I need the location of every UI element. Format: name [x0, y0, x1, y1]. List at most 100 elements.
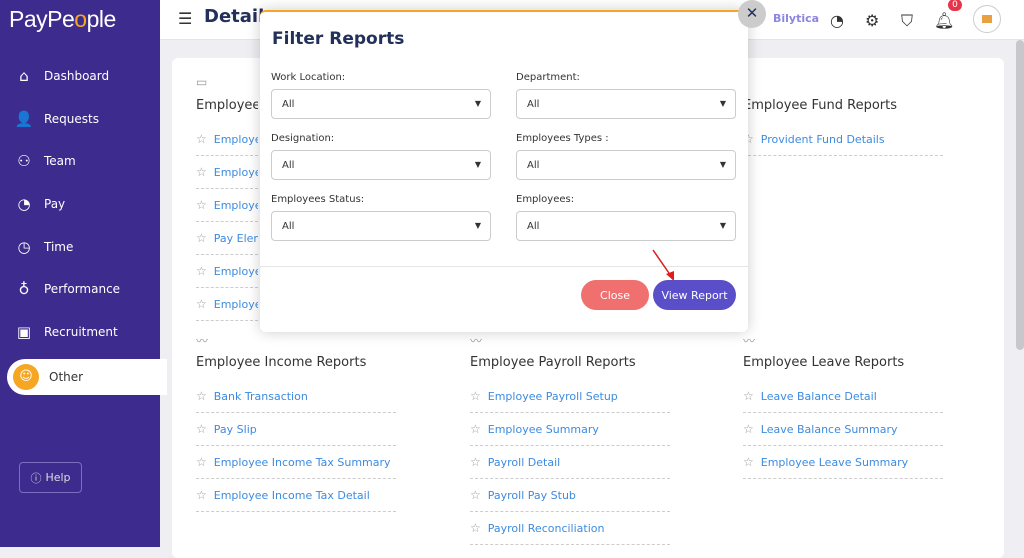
- star-icon[interactable]: ☆: [470, 521, 481, 535]
- report-link-label: Provident Fund Details: [760, 132, 885, 146]
- sidebar-item-performance[interactable]: ♁ Performance: [0, 271, 160, 307]
- section-title: Employee Leave Reports: [743, 355, 905, 370]
- report-link[interactable]: ☆ Employee: [196, 255, 258, 288]
- sidebar-item-team[interactable]: ⚇ Team: [0, 143, 160, 179]
- report-link-label: Payroll Detail: [487, 455, 561, 469]
- section-title: Employee Income Reports: [196, 355, 367, 370]
- nav-label: Recruitment: [44, 325, 118, 339]
- page-title: Detail: [204, 6, 265, 27]
- notification-badge: 0: [948, 0, 962, 11]
- star-icon[interactable]: ☆: [196, 264, 207, 278]
- sidebar-item-pay[interactable]: ◔ Pay: [0, 186, 160, 222]
- question-icon: ⓘ: [30, 471, 42, 485]
- select-value: All: [282, 98, 295, 110]
- scrollbar[interactable]: [1016, 40, 1024, 350]
- report-link[interactable]: ☆ Payroll Pay Stub: [470, 479, 670, 512]
- sidebar-item-other[interactable]: ☺ Other: [7, 359, 167, 395]
- logo: PayPeople: [9, 6, 116, 32]
- report-link-label: Payroll Reconciliation: [487, 521, 605, 535]
- help-button[interactable]: ⓘ Help: [19, 462, 82, 493]
- report-link-label: Pay Elem: [213, 231, 258, 245]
- star-icon[interactable]: ☆: [196, 165, 207, 179]
- report-link[interactable]: ☆ Pay Elem: [196, 222, 258, 255]
- report-link[interactable]: ☆ Employee Summary: [470, 413, 670, 446]
- filter-select[interactable]: All ▼: [271, 211, 491, 241]
- sidebar-item-requests[interactable]: 👤 Requests: [0, 101, 160, 137]
- report-link-label: Employee: [213, 264, 258, 278]
- report-link[interactable]: ☆ Employee Income Tax Summary: [196, 446, 396, 479]
- nav-label: Performance: [44, 282, 121, 296]
- view-report-button[interactable]: View Report: [653, 280, 736, 310]
- divider: [260, 266, 748, 267]
- wallet-icon: ◔: [17, 195, 31, 213]
- field-label: Employees Status:: [271, 194, 365, 205]
- star-icon[interactable]: ☆: [743, 455, 754, 469]
- close-button[interactable]: Close: [581, 280, 649, 310]
- hamburger-menu-icon[interactable]: ☰: [178, 9, 193, 28]
- close-icon[interactable]: ✕: [738, 0, 766, 28]
- filter-select[interactable]: All ▼: [271, 150, 491, 180]
- report-link[interactable]: ☆ Employee: [196, 123, 258, 156]
- report-link[interactable]: ☆ Employee Payroll Setup: [470, 380, 670, 413]
- filter-reports-modal: Filter Reports Work Location: All ▼ Departm…: [260, 10, 748, 332]
- select-value: All: [282, 220, 295, 232]
- report-link-label: Employee: [213, 165, 258, 179]
- star-icon[interactable]: ☆: [196, 488, 207, 502]
- report-link[interactable]: ☆ Pay Slip: [196, 413, 396, 446]
- field-label: Work Location:: [271, 72, 346, 83]
- award-icon: ♁: [18, 280, 30, 298]
- pie-chart-icon[interactable]: ◔: [830, 11, 844, 30]
- filter-select[interactable]: All ▼: [271, 89, 491, 119]
- star-icon[interactable]: ☆: [470, 389, 481, 403]
- caret-down-icon: ▼: [474, 99, 481, 108]
- field-label: Employees:: [516, 194, 575, 205]
- sidebar-item-time[interactable]: ◷ Time: [0, 229, 160, 265]
- star-icon[interactable]: ☆: [196, 231, 207, 245]
- star-icon[interactable]: ☆: [470, 422, 481, 436]
- report-link-label: Payroll Pay Stub: [487, 488, 576, 502]
- report-link[interactable]: ☆ Employee Income Tax Detail: [196, 479, 396, 512]
- star-icon[interactable]: ☆: [196, 389, 207, 403]
- bilytica-link[interactable]: Bilytica: [773, 12, 820, 25]
- star-icon[interactable]: ☆: [743, 422, 754, 436]
- filter-select[interactable]: All ▼: [516, 150, 736, 180]
- star-icon[interactable]: ☆: [196, 297, 207, 311]
- sidebar-item-dashboard[interactable]: ⌂ Dashboard: [0, 58, 160, 94]
- clock-icon: ◷: [17, 238, 31, 256]
- star-icon[interactable]: ☆: [470, 455, 481, 469]
- gear-icon[interactable]: ⚙: [865, 11, 880, 30]
- report-link-label: Employee Leave Summary: [760, 455, 909, 469]
- star-icon[interactable]: ☆: [743, 389, 754, 403]
- star-icon[interactable]: ☆: [196, 132, 207, 146]
- filter-select[interactable]: All ▼: [516, 211, 736, 241]
- report-link[interactable]: ☆ Payroll Detail: [470, 446, 670, 479]
- star-icon[interactable]: ☆: [470, 488, 481, 502]
- nav-label: Requests: [44, 112, 99, 126]
- nav-label: Time: [44, 240, 74, 254]
- report-link[interactable]: ☆ Employee: [196, 156, 258, 189]
- star-icon[interactable]: ☆: [196, 422, 207, 436]
- report-link[interactable]: ☆ Employee: [196, 288, 258, 321]
- team-icon: ⚇: [17, 152, 31, 170]
- filter-select[interactable]: All ▼: [516, 89, 736, 119]
- report-link[interactable]: ☆ Employee: [196, 189, 258, 222]
- star-icon[interactable]: ☆: [196, 198, 207, 212]
- trend-icon: 〰: [196, 334, 209, 348]
- section-title: Employee Payroll Reports: [470, 355, 636, 370]
- sidebar: PayPeople ⌂ Dashboard 👤 Requests ⚇ Team ◔ Pa…: [0, 0, 167, 547]
- report-link[interactable]: ☆ Payroll Reconciliation: [470, 512, 670, 545]
- report-link[interactable]: ☆ Bank Transaction: [196, 380, 396, 413]
- report-link-label: Employee Income Tax Detail: [213, 488, 370, 502]
- report-link[interactable]: ☆ Leave Balance Detail: [743, 380, 943, 413]
- trend-icon: 〰: [470, 334, 483, 348]
- star-icon[interactable]: ☆: [196, 455, 207, 469]
- report-link[interactable]: ☆ Employee Leave Summary: [743, 446, 943, 479]
- sidebar-item-recruitment[interactable]: ▣ Recruitment: [0, 314, 160, 350]
- report-link[interactable]: ☆ Leave Balance Summary: [743, 413, 943, 446]
- avatar[interactable]: [973, 5, 1001, 33]
- report-link-label: Employee Income Tax Summary: [213, 455, 391, 469]
- bookmark-icon[interactable]: ⛉: [901, 11, 914, 30]
- bell-icon[interactable]: 🔔︎: [934, 11, 955, 30]
- report-link[interactable]: ☆ Provident Fund Details: [743, 123, 943, 156]
- star-icon[interactable]: ☆: [743, 132, 754, 146]
